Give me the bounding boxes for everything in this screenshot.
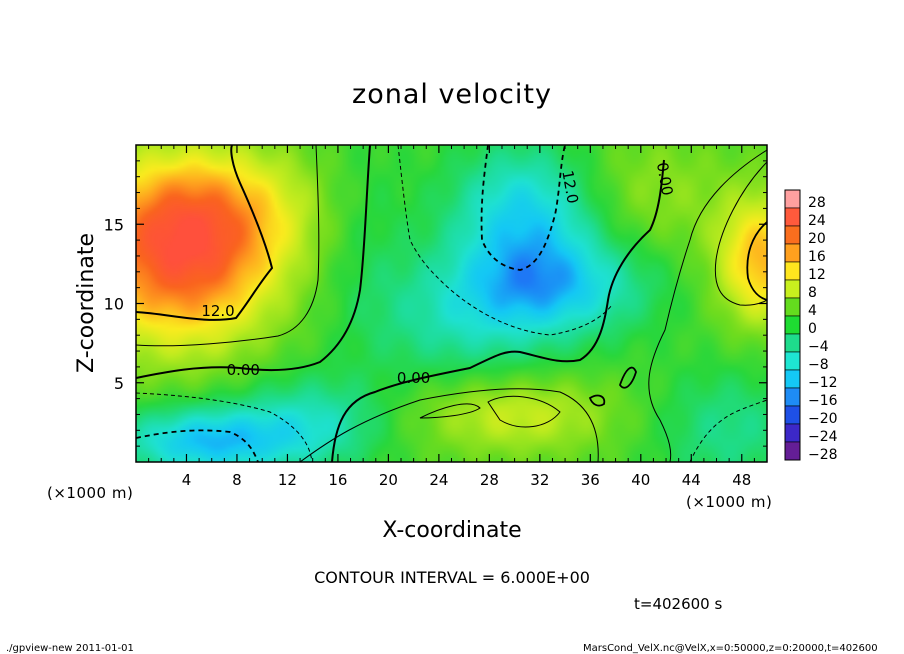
contour-12-right <box>746 221 767 301</box>
contour-0-left <box>136 145 371 379</box>
colorbar-swatch <box>784 333 801 353</box>
contour-12-top <box>480 145 566 271</box>
x-tick-label: 48 <box>732 471 751 489</box>
contour-lines <box>136 145 767 462</box>
x-tick-label: 40 <box>631 471 650 489</box>
colorbar-label: 12 <box>808 267 826 283</box>
x-tick-label: 28 <box>480 471 499 489</box>
colorbar-swatch <box>784 189 801 209</box>
contour-dash-bottom <box>136 429 259 462</box>
contour-12-left <box>136 145 274 321</box>
colorbar-swatch <box>784 405 801 425</box>
x-tick-label: 12 <box>278 471 297 489</box>
contour-6-center <box>299 388 599 462</box>
contour-right-outer <box>648 149 767 462</box>
colorbar-swatch <box>784 279 801 299</box>
colorbar-swatch <box>784 315 801 335</box>
y-tick-label: 15 <box>104 215 124 234</box>
x-axis-label: X-coordinate <box>382 518 521 543</box>
contour-interval-text: CONTOUR INTERVAL = 6.000E+00 <box>314 568 590 587</box>
contour-label: 0.00 <box>227 361 260 379</box>
contour-label: 0.00 <box>397 369 430 387</box>
colorbar-swatch <box>784 441 801 461</box>
contour-6-bottom <box>136 392 313 462</box>
colorbar-label: 24 <box>808 213 826 229</box>
colorbar-frame <box>784 189 801 461</box>
x-unit-label-right: (×1000 m) <box>686 493 772 511</box>
contour-6-loop2 <box>487 395 561 428</box>
y-tick-label: 5 <box>114 374 124 393</box>
colorbar-swatch <box>784 243 801 263</box>
contour-0-right2 <box>588 394 606 407</box>
colorbar-label: 20 <box>808 231 826 247</box>
contour-label: 12.0 <box>558 169 582 205</box>
colorbar-label: −24 <box>808 429 838 445</box>
contour-dash-right <box>689 399 767 462</box>
colorbar-swatch <box>784 207 801 227</box>
contour-6-loop <box>419 403 481 419</box>
chart-title: zonal velocity <box>352 79 552 110</box>
velocity-field <box>136 145 767 462</box>
footer-left-note: ./gpview-new 2011-01-01 <box>6 643 134 654</box>
x-tick-label: 4 <box>182 471 192 489</box>
colorbar-label: 16 <box>808 249 826 265</box>
colorbar-label: 28 <box>808 195 826 211</box>
x-tick-label: 24 <box>429 471 448 489</box>
x-tick-label: 44 <box>682 471 701 489</box>
colorbar-label: −4 <box>808 339 829 355</box>
colorbar-swatch <box>784 261 801 281</box>
contour-6-left <box>136 145 320 347</box>
colorbar-label: 0 <box>808 321 817 337</box>
x-tick-label: 32 <box>530 471 549 489</box>
colorbar-swatch <box>784 225 801 245</box>
colorbar-label: 4 <box>808 303 817 319</box>
contour-label: 12.0 <box>201 302 234 320</box>
footer-right-note: MarsCond_VelX.nc@VelX,x=0:50000,z=0:2000… <box>583 643 878 654</box>
x-tick-label: 36 <box>581 471 600 489</box>
colorbar-swatch <box>784 369 801 389</box>
contour-label: 0.00 <box>653 161 677 197</box>
colorbar-swatch <box>784 423 801 443</box>
contour-6-dash <box>397 145 613 336</box>
colorbar-swatch <box>784 351 801 371</box>
contour-labels: 12.0 0.00 0.00 12.0 0.00 <box>201 161 676 387</box>
time-label: t=402600 s <box>634 595 722 613</box>
colorbar-label: −12 <box>808 375 838 391</box>
contour-0-right <box>619 366 637 389</box>
contour-0-center <box>331 159 665 462</box>
colorbar: 28 24 20 16 12 8 4 0 −4 −8 −12 −16 −20 −24 −28 <box>784 189 838 463</box>
colorbar-label: −16 <box>808 393 838 409</box>
colorbar-label: 8 <box>808 285 817 301</box>
colorbar-label: −28 <box>808 447 838 463</box>
colorbar-label: −20 <box>808 411 838 427</box>
x-tick-label: 16 <box>328 471 347 489</box>
colorbar-swatch <box>784 297 801 317</box>
x-unit-label-left: (×1000 m) <box>47 484 133 502</box>
colorbar-swatch <box>784 387 801 407</box>
x-tick-label: 20 <box>379 471 398 489</box>
contour-right-inner <box>714 161 767 306</box>
x-tick-label: 8 <box>232 471 242 489</box>
y-tick-label: 10 <box>104 295 124 314</box>
colorbar-label: −8 <box>808 357 829 373</box>
y-axis-label: Z-coordinate <box>74 233 99 373</box>
